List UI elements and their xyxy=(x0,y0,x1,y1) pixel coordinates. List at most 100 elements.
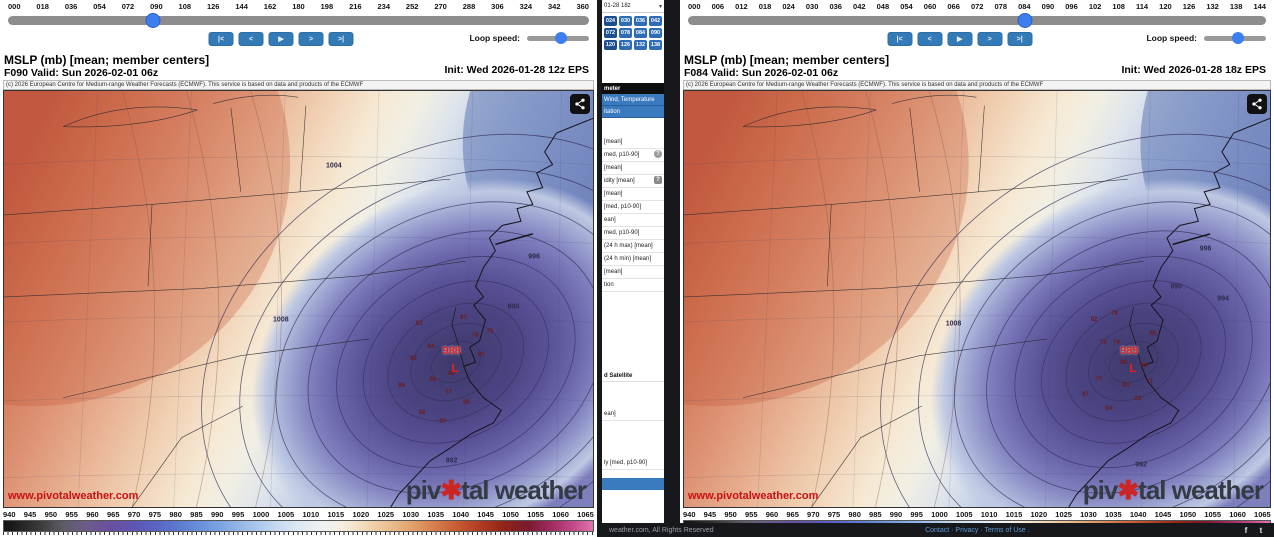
hour-button[interactable]: 090 xyxy=(649,28,662,38)
playback-button[interactable]: > xyxy=(977,32,1003,46)
nav-item[interactable]: itation xyxy=(602,106,664,118)
colorbar-tick-label: 1050 xyxy=(502,510,519,519)
hour-button[interactable]: 036 xyxy=(634,16,647,26)
time-slider-handle[interactable] xyxy=(1017,13,1033,28)
playback-button[interactable]: |< xyxy=(208,32,234,46)
menu-item[interactable]: med, p10-90] xyxy=(602,149,664,162)
menu-item[interactable]: (24 h max) [mean] xyxy=(602,240,664,253)
help-icon[interactable]: ? xyxy=(654,176,662,184)
menu-item[interactable]: [med, p10-90] xyxy=(602,201,664,214)
hour-button[interactable]: 072 xyxy=(604,28,617,38)
slider-tick-label: 036 xyxy=(64,2,78,11)
playback-button[interactable]: > xyxy=(298,32,324,46)
slider-tick-label: 288 xyxy=(462,2,476,11)
loop-speed: Loop speed: xyxy=(1146,31,1266,44)
menu-items: [mean] med, p10-90] [mean] idity [mean] [mea… xyxy=(602,136,664,292)
forecast-map[interactable]: 82 76 73 74 79 85 80 86 77 93 81 84 87 71 996 994 990 99… xyxy=(683,90,1271,508)
menu-item[interactable]: [mean] xyxy=(602,266,664,279)
menu-item[interactable]: tion xyxy=(602,279,664,292)
slider-tick-label: 132 xyxy=(1206,2,1219,11)
playback-button[interactable]: ▶ xyxy=(268,32,294,46)
hour-button[interactable]: 078 xyxy=(619,28,632,38)
watermark: www.pivotalweather.com xyxy=(8,490,139,502)
hour-button[interactable]: 042 xyxy=(649,16,662,26)
playback-button[interactable]: |< xyxy=(887,32,913,46)
playback-button[interactable]: < xyxy=(238,32,264,46)
social-icon[interactable]: f xyxy=(1244,525,1248,535)
menu-item[interactable]: [mean] xyxy=(602,162,664,175)
colorbar-tick-label: 970 xyxy=(807,510,820,519)
menu-item[interactable]: (24 h min) [mean] xyxy=(602,253,664,266)
colorbar: 940 945 950 955 960 965 970 975 980 985 990 995 1000… xyxy=(3,510,594,535)
menu-item[interactable]: ly [med, p10-90] xyxy=(602,457,664,470)
menu-item[interactable]: idity [mean] xyxy=(602,175,664,188)
valid-time: F084 Valid: Sun 2026-02-01 06z xyxy=(684,67,839,79)
hour-button[interactable]: 120 xyxy=(604,40,617,50)
colorbar-tick-label: 1055 xyxy=(1204,510,1222,519)
playback-controls: |< < ▶ > >| xyxy=(887,32,1033,46)
hour-button[interactable]: 030 xyxy=(619,16,632,26)
colorbar-tick-label: 1000 xyxy=(252,510,270,519)
low-pressure-value: 988 xyxy=(442,345,461,357)
menu-item[interactable]: [mean] xyxy=(602,136,664,149)
colorbar-tick-label: 1020 xyxy=(352,510,370,519)
section-header-satellite: d Satellite xyxy=(602,370,664,382)
loop-speed-slider[interactable] xyxy=(1204,31,1266,44)
playback-button[interactable]: ▶ xyxy=(947,32,973,46)
colorbar-tick-label: 1005 xyxy=(955,510,973,519)
colorbar-tick-label: 965 xyxy=(106,510,120,519)
footer-links[interactable]: Contact · Privacy · Terms of Use . xyxy=(925,526,1030,534)
slider-tick-label: 102 xyxy=(1088,2,1102,11)
loop-speed-slider[interactable] xyxy=(527,31,589,44)
section-header-parameter: meter xyxy=(602,83,664,94)
hour-button[interactable]: 138 xyxy=(649,40,662,50)
forecast-panel-right: 000 006 012 018 024 030 036 042 048 054 060 066 072 0… xyxy=(680,0,1274,537)
hour-button[interactable]: 132 xyxy=(634,40,647,50)
slider-tick-label: 180 xyxy=(292,2,305,11)
slider-tick-label: 120 xyxy=(1159,2,1172,11)
run-select-dropdown[interactable]: 01-28 18z ▾ xyxy=(602,0,664,13)
time-slider[interactable] xyxy=(8,12,589,29)
help-icon[interactable]: ? xyxy=(654,150,662,158)
hour-button[interactable]: 024 xyxy=(604,16,617,26)
menu-item[interactable]: ean] xyxy=(602,214,664,227)
colorbar-tick-label: 1045 xyxy=(477,510,494,519)
colorbar-ticks: 940 945 950 955 960 965 970 975 980 985 990 995 1000… xyxy=(3,510,594,520)
colorbar-tick-label: 1045 xyxy=(1154,510,1172,519)
menu-items-2: ean] ly [med, p10-90] xyxy=(602,408,664,470)
loop-speed-handle[interactable] xyxy=(1232,31,1245,44)
colorbar-tick-label: 950 xyxy=(724,510,737,519)
time-slider-track[interactable] xyxy=(8,16,589,25)
playback-button[interactable]: >| xyxy=(1007,32,1033,46)
menu-item[interactable]: ean] xyxy=(602,408,664,421)
colorbar-tick-label: 1050 xyxy=(1179,510,1197,519)
loop-speed-handle[interactable] xyxy=(555,31,568,44)
loop-speed-label: Loop speed: xyxy=(469,33,520,43)
colorbar-tick-label: 960 xyxy=(765,510,779,519)
hour-button[interactable]: 084 xyxy=(634,28,647,38)
social-icon[interactable]: t xyxy=(1259,525,1263,535)
colorbar-tick-label: 1025 xyxy=(1055,510,1072,519)
pivotal-weather-logo: piv✱tal weather xyxy=(1083,475,1264,506)
hour-button[interactable]: 126 xyxy=(619,40,632,50)
share-button[interactable] xyxy=(1247,94,1267,114)
init-time: Init: Wed 2026-01-28 18z EPS xyxy=(1121,64,1266,76)
forecast-panel-left: 000 018 036 054 072 090 108 126 144 162 180 198 216 2… xyxy=(0,0,597,537)
footer-copyright: weather.com, All Rights Reserved xyxy=(609,526,714,534)
playback-button[interactable]: >| xyxy=(328,32,354,46)
playback-button[interactable]: < xyxy=(917,32,943,46)
selected-menu-item[interactable] xyxy=(602,478,664,490)
slider-tick-label: 144 xyxy=(235,2,248,11)
menu-item[interactable]: med, p10-90] xyxy=(602,227,664,240)
time-slider[interactable] xyxy=(688,12,1266,29)
colorbar-tick-label: 1060 xyxy=(1229,510,1246,519)
time-slider-handle[interactable] xyxy=(145,13,161,28)
share-button[interactable] xyxy=(570,94,590,114)
time-slider-track[interactable] xyxy=(688,16,1266,25)
menu-item[interactable]: [mean] xyxy=(602,188,664,201)
slider-tick-label: 108 xyxy=(1112,2,1125,11)
nav-item[interactable]: Wind, Temperature xyxy=(602,94,664,106)
forecast-map[interactable]: 83 87 79 75 91 84 86 80 93 77 95 92 97 85 996 990 992 10… xyxy=(3,90,594,508)
